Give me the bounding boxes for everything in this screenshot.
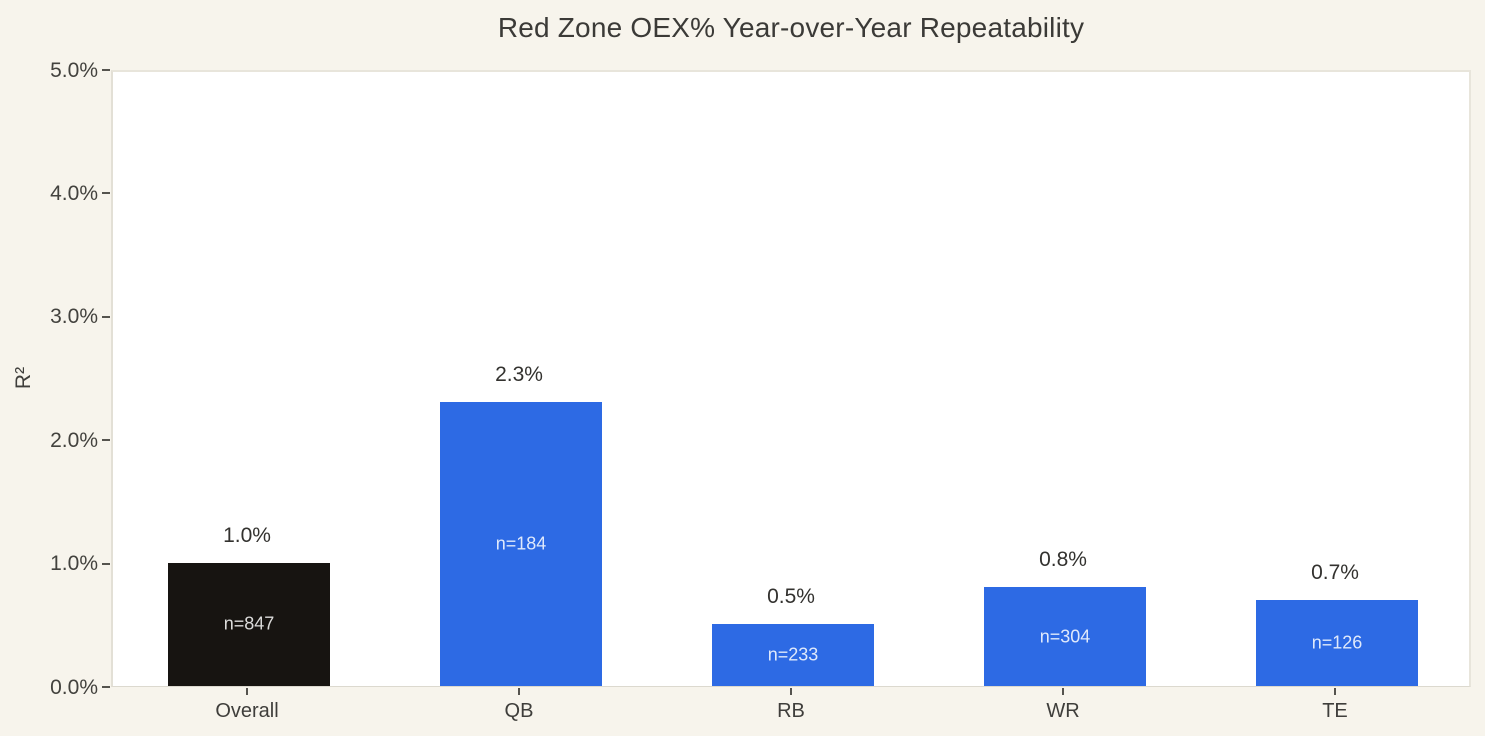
x-category-label: WR <box>1046 700 1080 722</box>
x-category-label: RB <box>777 700 805 722</box>
y-tick-mark <box>102 69 110 71</box>
y-tick-label: 4.0% <box>50 181 98 205</box>
bar-te: n=126 <box>1256 599 1418 686</box>
bar-value-label: 0.8% <box>1039 548 1087 572</box>
bar-value-label: 0.5% <box>767 585 815 609</box>
bar-wr: n=304 <box>984 587 1146 686</box>
y-tick-label: 5.0% <box>50 58 98 82</box>
y-axis-label: R² <box>12 366 35 390</box>
chart-title: Red Zone OEX% Year-over-Year Repeatabili… <box>497 12 1085 43</box>
bar-sample-size-label: n=126 <box>1311 632 1363 653</box>
bar-value-label: 0.7% <box>1311 560 1359 584</box>
bar-overall: n=847 <box>168 562 330 686</box>
bar-rb: n=233 <box>712 624 874 686</box>
bar-value-label: 1.0% <box>223 523 271 547</box>
y-tick-label: 3.0% <box>50 305 98 329</box>
x-tick-mark <box>246 688 248 695</box>
x-tick-mark <box>790 688 792 695</box>
bar-sample-size-label: n=847 <box>223 613 275 634</box>
bar-sample-size-label: n=304 <box>1039 626 1091 647</box>
x-tick-mark <box>1062 688 1064 695</box>
x-category-label: QB <box>504 700 534 722</box>
y-tick-mark <box>102 686 110 688</box>
bar-value-label: 2.3% <box>495 363 543 387</box>
y-tick-mark <box>102 315 110 318</box>
y-tick-label: 0.0% <box>50 675 98 699</box>
x-tick-mark <box>1334 688 1336 695</box>
x-tick-mark <box>518 688 520 695</box>
bar-sample-size-label: n=184 <box>495 533 547 554</box>
plot-area: n=847 n=184 n=233 n=304 n=126 <box>111 70 1471 687</box>
y-tick-label: 1.0% <box>50 552 98 576</box>
y-tick-mark <box>102 562 110 565</box>
bar-qb: n=184 <box>440 402 602 686</box>
bar-sample-size-label: n=233 <box>767 644 819 665</box>
y-tick-mark <box>102 192 110 195</box>
y-tick-label: 2.0% <box>50 428 98 452</box>
y-tick-mark <box>102 439 110 442</box>
x-category-label: Overall <box>215 700 279 722</box>
x-category-label: TE <box>1322 700 1348 722</box>
